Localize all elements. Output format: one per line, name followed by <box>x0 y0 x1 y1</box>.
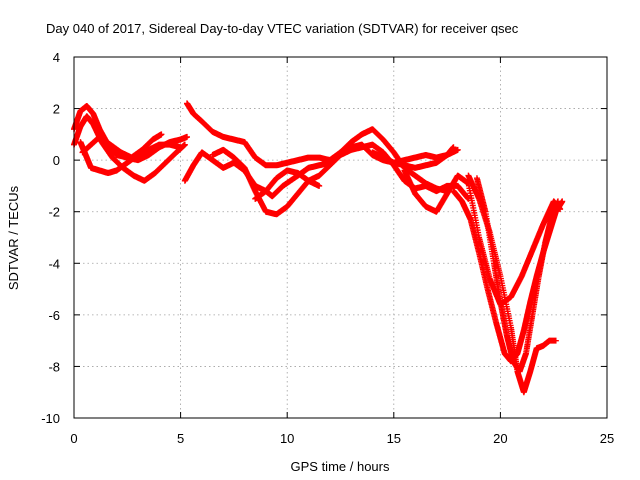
series-track-8 <box>252 167 323 202</box>
x-tick-label: 15 <box>387 431 401 446</box>
plot-frame <box>73 56 608 419</box>
x-tick-label: 25 <box>600 431 614 446</box>
y-tick-label: 2 <box>53 102 60 117</box>
x-tick-label: 0 <box>70 431 77 446</box>
x-tick-label: 5 <box>177 431 184 446</box>
x-tick-labels: 0 5 10 15 20 25 <box>70 431 614 446</box>
grid-lines <box>74 57 607 418</box>
y-tick-label: 0 <box>53 153 60 168</box>
y-axis-label: SDTVAR / TECUs <box>6 185 21 290</box>
y-tick-label: 4 <box>53 50 60 65</box>
series-track-5 <box>183 100 461 169</box>
y-tick-label: -4 <box>48 256 60 271</box>
y-tick-label: -2 <box>48 205 60 220</box>
data-points <box>71 100 566 396</box>
axis-ticks <box>73 56 608 419</box>
series-track-12 <box>473 175 561 375</box>
x-tick-label: 20 <box>493 431 507 446</box>
y-tick-label: -10 <box>41 411 60 426</box>
y-tick-labels: 4 2 0 -2 -4 -6 -8 -10 <box>41 50 60 426</box>
chart-title: Day 040 of 2017, Sidereal Day-to-day VTE… <box>46 21 519 36</box>
x-tick-label: 10 <box>280 431 294 446</box>
x-axis-label: GPS time / hours <box>291 459 390 474</box>
y-tick-label: -8 <box>48 359 60 374</box>
y-tick-label: -6 <box>48 308 60 323</box>
series-track-4 <box>79 131 165 161</box>
series-track-13 <box>369 144 457 171</box>
series-track-9 <box>401 167 564 308</box>
